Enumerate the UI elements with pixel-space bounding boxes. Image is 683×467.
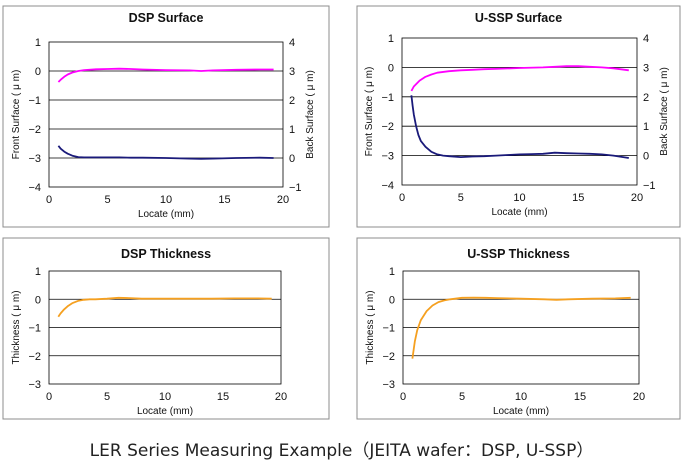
y-tick-label: −2: [28, 124, 41, 136]
y-tick-label: −3: [28, 379, 41, 391]
y-tick-label: −1: [382, 323, 395, 335]
series-line-front: [57, 67, 274, 83]
y-tick-label: 1: [35, 266, 41, 278]
series-line-thickness: [411, 296, 631, 359]
x-tick-label: 10: [513, 192, 525, 204]
y2-tick-label: 1: [289, 124, 295, 136]
series-line-back: [57, 145, 274, 160]
y-tick-label: −2: [28, 351, 41, 363]
x-axis-label: Locate (mm): [491, 207, 547, 218]
y-tick-label: 0: [388, 62, 394, 74]
y2-tick-label: 3: [289, 66, 295, 78]
y2-tick-label: 0: [643, 151, 649, 163]
x-tick-label: 5: [104, 391, 110, 403]
x-tick-label: 5: [458, 192, 464, 204]
y-tick-label: 1: [388, 33, 394, 45]
x-tick-label: 10: [159, 391, 171, 403]
x-axis-label: Locate (mm): [138, 209, 194, 220]
series-line-back: [410, 95, 629, 159]
y2-tick-label: 2: [289, 95, 295, 107]
y-tick-label: −1: [28, 323, 41, 335]
y-tick-label: −3: [382, 379, 395, 391]
chart-title: DSP Surface: [129, 11, 204, 25]
series-line-front: [410, 65, 629, 92]
x-tick-label: 20: [633, 391, 645, 403]
x-tick-label: 20: [275, 391, 287, 403]
chart-title: DSP Thickness: [121, 247, 211, 261]
x-tick-label: 15: [217, 391, 229, 403]
x-tick-label: 0: [400, 391, 406, 403]
y2-axis-label: Back Surface ( μ m): [659, 67, 670, 156]
x-tick-label: 15: [572, 192, 584, 204]
y-tick-label: −1: [381, 92, 394, 104]
y-tick-label: −4: [381, 180, 394, 192]
series-line-thickness: [57, 296, 272, 318]
y-tick-label: −4: [28, 182, 41, 194]
y-axis-label: Front Surface ( μ m): [364, 67, 375, 157]
y2-axis-label: Back Surface ( μ m): [305, 70, 316, 159]
plot-area: [401, 37, 638, 186]
figure-caption: LER Series Measuring Example（JEITA wafer…: [89, 441, 594, 461]
y-axis-label: Thickness ( μ m): [11, 290, 22, 364]
x-tick-label: 0: [46, 194, 52, 206]
y2-tick-label: 4: [289, 37, 295, 49]
x-axis-label: Locate (mm): [493, 406, 549, 417]
y-tick-label: −2: [382, 351, 395, 363]
y2-tick-label: 1: [643, 121, 649, 133]
x-tick-label: 20: [631, 192, 643, 204]
x-tick-label: 5: [104, 194, 110, 206]
x-tick-label: 0: [46, 391, 52, 403]
x-tick-label: 10: [515, 391, 527, 403]
y-axis-label: Front Surface ( μ m): [11, 70, 22, 160]
y-tick-label: 0: [389, 294, 395, 306]
y-tick-label: −1: [28, 95, 41, 107]
x-tick-label: 5: [459, 391, 465, 403]
y-axis-label: Thickness ( μ m): [365, 290, 376, 364]
y-tick-label: 1: [389, 266, 395, 278]
y-tick-label: −2: [381, 121, 394, 133]
x-axis-label: Locate (mm): [137, 406, 193, 417]
chart-title: U-SSP Surface: [475, 11, 562, 25]
plot-area: [48, 41, 284, 188]
x-tick-label: 20: [277, 194, 289, 206]
chart-title: U-SSP Thickness: [467, 247, 570, 261]
y-tick-label: −3: [28, 153, 41, 165]
y-tick-label: 1: [35, 37, 41, 49]
y2-tick-label: 0: [289, 153, 295, 165]
y2-tick-label: 3: [643, 62, 649, 74]
y-tick-label: −3: [381, 151, 394, 163]
y-tick-label: 0: [35, 294, 41, 306]
x-tick-label: 15: [574, 391, 586, 403]
x-tick-label: 0: [399, 192, 405, 204]
x-tick-label: 15: [218, 194, 230, 206]
x-tick-label: 10: [160, 194, 172, 206]
y2-tick-label: 2: [643, 92, 649, 104]
y2-tick-label: 4: [643, 33, 649, 45]
y2-tick-label: −1: [289, 182, 302, 194]
y-tick-label: 0: [35, 66, 41, 78]
y2-tick-label: −1: [643, 180, 656, 192]
